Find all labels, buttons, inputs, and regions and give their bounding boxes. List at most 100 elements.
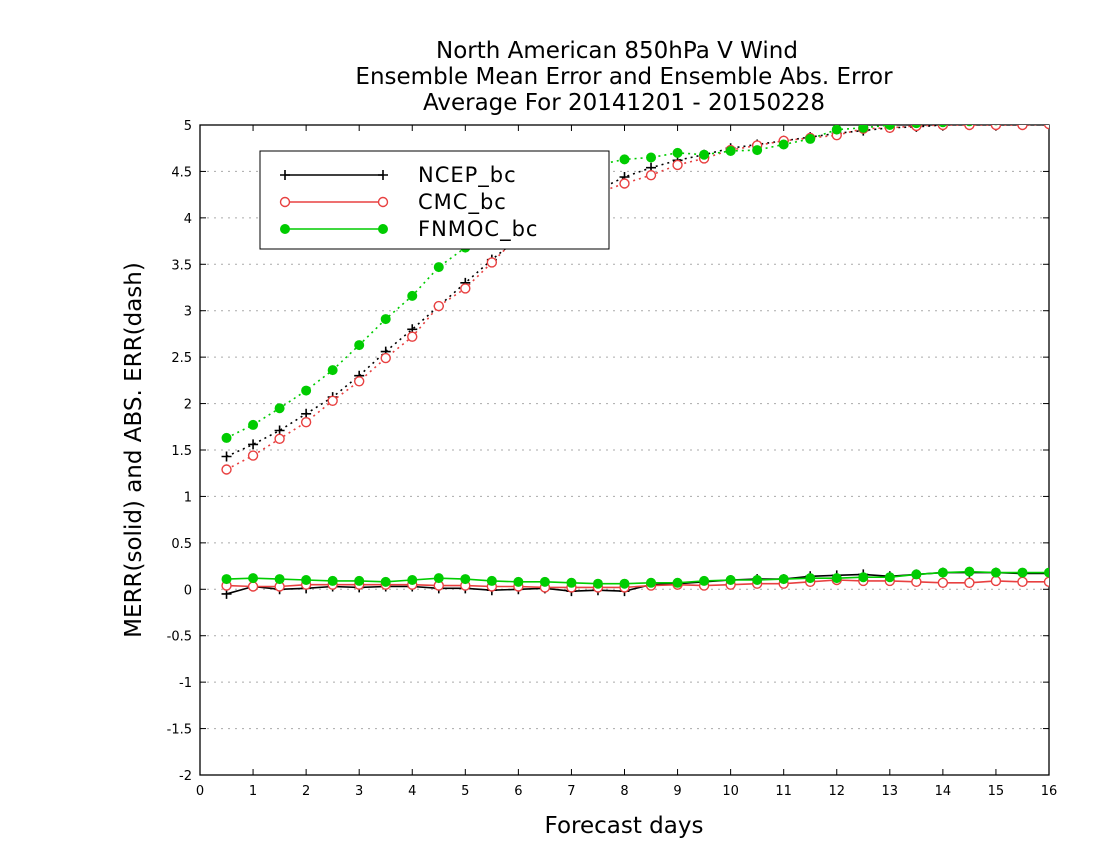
x-tick-label: 2 bbox=[302, 784, 310, 799]
x-tick-label: 13 bbox=[882, 784, 899, 799]
y-tick-label: -1 bbox=[179, 676, 192, 691]
abs-err-point bbox=[353, 376, 365, 387]
chart-title-line-2: Ensemble Mean Error and Ensemble Abs. Er… bbox=[355, 64, 893, 90]
legend-label: FNMOC_bc bbox=[418, 217, 538, 242]
abs-err-point bbox=[1043, 125, 1049, 130]
abs-err-point bbox=[247, 450, 259, 461]
abs-err-point bbox=[248, 419, 259, 430]
x-axis: 0 1 2 3 4 5 6 7 8 9 10 11 12 13 14 15 16 bbox=[196, 125, 1057, 799]
mean-err-point bbox=[433, 573, 444, 584]
mean-err-point bbox=[221, 574, 232, 585]
mean-err-point bbox=[539, 576, 550, 587]
mean-err-point bbox=[884, 572, 895, 583]
mean-err-point bbox=[858, 572, 869, 583]
y-tick-label: -2 bbox=[179, 769, 192, 784]
abs-err-point bbox=[274, 433, 285, 445]
abs-err-point bbox=[1017, 125, 1028, 131]
legend-box bbox=[259, 150, 610, 250]
x-tick-label: 8 bbox=[620, 784, 628, 799]
x-tick-label: 15 bbox=[988, 784, 1005, 799]
abs-err-point bbox=[645, 169, 657, 181]
abs-err-point bbox=[911, 125, 921, 129]
x-tick-label: 5 bbox=[461, 784, 469, 799]
x-tick-label: 12 bbox=[828, 784, 845, 799]
abs-err-point bbox=[805, 133, 816, 144]
abs-err-point bbox=[938, 125, 948, 128]
mean-err-point bbox=[380, 576, 391, 587]
legend-marker bbox=[378, 224, 388, 234]
abs-err-point bbox=[327, 395, 338, 406]
x-tick-label: 0 bbox=[196, 784, 204, 799]
mean-err-point bbox=[354, 575, 365, 586]
mean-err-point bbox=[592, 578, 603, 589]
abs-err-point bbox=[221, 464, 232, 475]
mean-err-point bbox=[1017, 567, 1028, 578]
abs-err-point bbox=[354, 340, 365, 351]
x-tick-label: 16 bbox=[1041, 784, 1058, 799]
mean-err-point bbox=[619, 578, 630, 589]
mean-err-point bbox=[990, 567, 1001, 578]
x-tick-label: 4 bbox=[408, 784, 416, 799]
abs-err-point bbox=[778, 139, 789, 150]
legend-marker bbox=[279, 196, 291, 208]
abs-err-point bbox=[221, 451, 232, 462]
x-tick-label: 10 bbox=[722, 784, 739, 799]
y-tick-label: 3.5 bbox=[171, 258, 192, 273]
abs-err-point bbox=[301, 385, 312, 396]
mean-err-point bbox=[646, 577, 657, 588]
abs-err-point bbox=[619, 178, 630, 189]
abs-err-point bbox=[672, 159, 683, 171]
x-tick-label: 9 bbox=[673, 784, 681, 799]
abs-err-point bbox=[460, 283, 471, 294]
abs-err-point bbox=[407, 331, 418, 342]
abs-err-point bbox=[1018, 115, 1027, 124]
mean-err-point bbox=[247, 581, 259, 592]
abs-err-point bbox=[725, 146, 736, 156]
y-tick-label: 3 bbox=[184, 305, 192, 320]
y-axis: -2 -1.5 -1 -0.5 0 0.5 1 1.5 2 2.5 3 3.5 4 4.5 5 bbox=[167, 119, 1049, 784]
legend-marker bbox=[280, 224, 290, 234]
mean-err-point bbox=[990, 575, 1002, 587]
abs-err-point bbox=[646, 152, 657, 163]
abs-err-point bbox=[858, 125, 869, 133]
x-tick-label: 14 bbox=[935, 784, 952, 799]
legend-label: NCEP_bc bbox=[418, 163, 517, 188]
y-tick-label: 2 bbox=[184, 398, 192, 413]
legend-marker bbox=[378, 170, 388, 180]
x-tick-label: 3 bbox=[355, 784, 363, 799]
mean-err-point bbox=[486, 575, 497, 586]
abs-err-point bbox=[380, 314, 391, 325]
chart-title-line-3: Average For 20141201 - 20150228 bbox=[423, 90, 825, 116]
chart-title: North American 850hPa V Wind Ensemble Me… bbox=[355, 38, 893, 116]
abs-err-point bbox=[966, 125, 973, 127]
abs-err-point bbox=[433, 262, 444, 273]
grid bbox=[200, 170, 1049, 730]
y-tick-label: 4.5 bbox=[171, 165, 192, 180]
abs-err-point bbox=[300, 416, 312, 428]
mean-err-point bbox=[964, 566, 975, 577]
abs-err-point bbox=[831, 125, 842, 135]
mean-err-point bbox=[513, 576, 524, 587]
mean-err-point bbox=[1044, 567, 1049, 578]
abs-err-point bbox=[884, 125, 895, 130]
abs-err-point bbox=[433, 300, 444, 312]
y-tick-label: 1.5 bbox=[171, 444, 192, 459]
mean-err-point bbox=[831, 573, 842, 584]
y-tick-label: 0 bbox=[184, 583, 192, 598]
x-tick-label: 11 bbox=[775, 784, 792, 799]
mean-err-point bbox=[248, 573, 259, 584]
abs-err-point bbox=[486, 257, 498, 268]
x-tick-label: 6 bbox=[514, 784, 522, 799]
mean-err-point bbox=[407, 575, 418, 585]
legend-marker bbox=[280, 170, 290, 180]
mean-err-point bbox=[752, 575, 763, 585]
mean-err-point bbox=[725, 575, 736, 585]
mean-err-point bbox=[937, 577, 949, 588]
mean-err-point bbox=[699, 575, 710, 586]
abs-err-point bbox=[619, 154, 630, 165]
abs-err-point bbox=[1045, 114, 1054, 123]
mean-err-point bbox=[937, 567, 948, 578]
x-tick-label: 7 bbox=[567, 784, 575, 799]
